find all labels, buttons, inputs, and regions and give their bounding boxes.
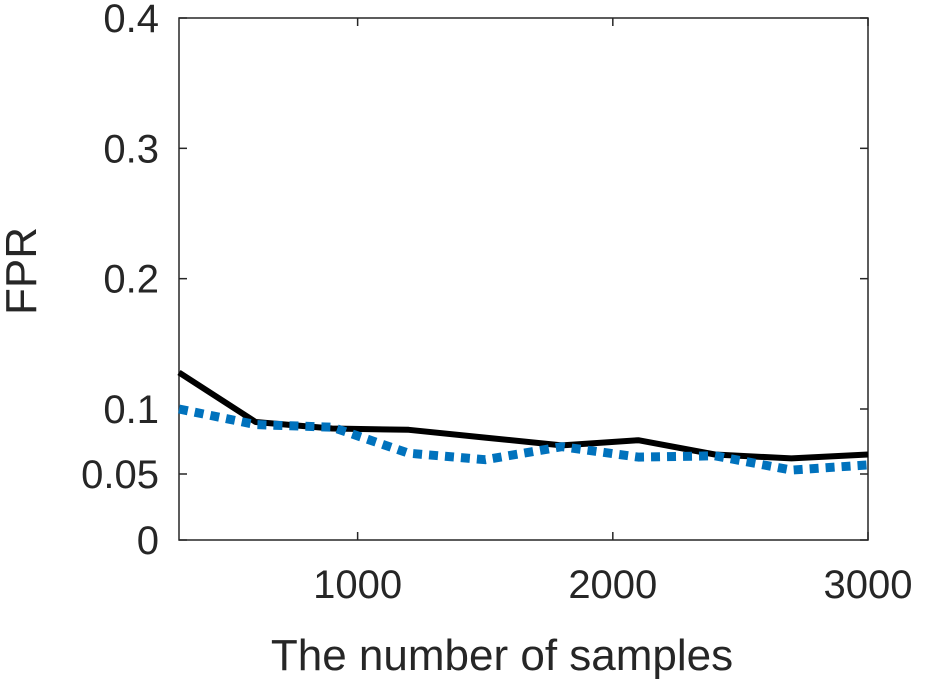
series-group [177,369,869,475]
x-tick-label: 3000 [824,563,913,607]
y-tick-label: 0.3 [103,127,159,171]
series-line-2 [178,404,869,475]
y-tick-label: 0.4 [103,0,159,41]
y-axis-label: FPR [0,227,46,315]
x-tick-label: 2000 [568,563,657,607]
series-line-1 [177,369,869,462]
x-axis-label: The number of samples [271,631,733,680]
y-tick-label: 0.1 [103,388,159,432]
ticks-group: 0 0.05 0.1 0.2 0.3 0.4 1000 2000 3000 [81,0,912,607]
y-tick-label: 0.05 [81,453,159,497]
y-tick-label: 0.2 [103,258,159,302]
y-tick-label: 0 [137,519,159,563]
x-tick-label: 1000 [313,563,402,607]
